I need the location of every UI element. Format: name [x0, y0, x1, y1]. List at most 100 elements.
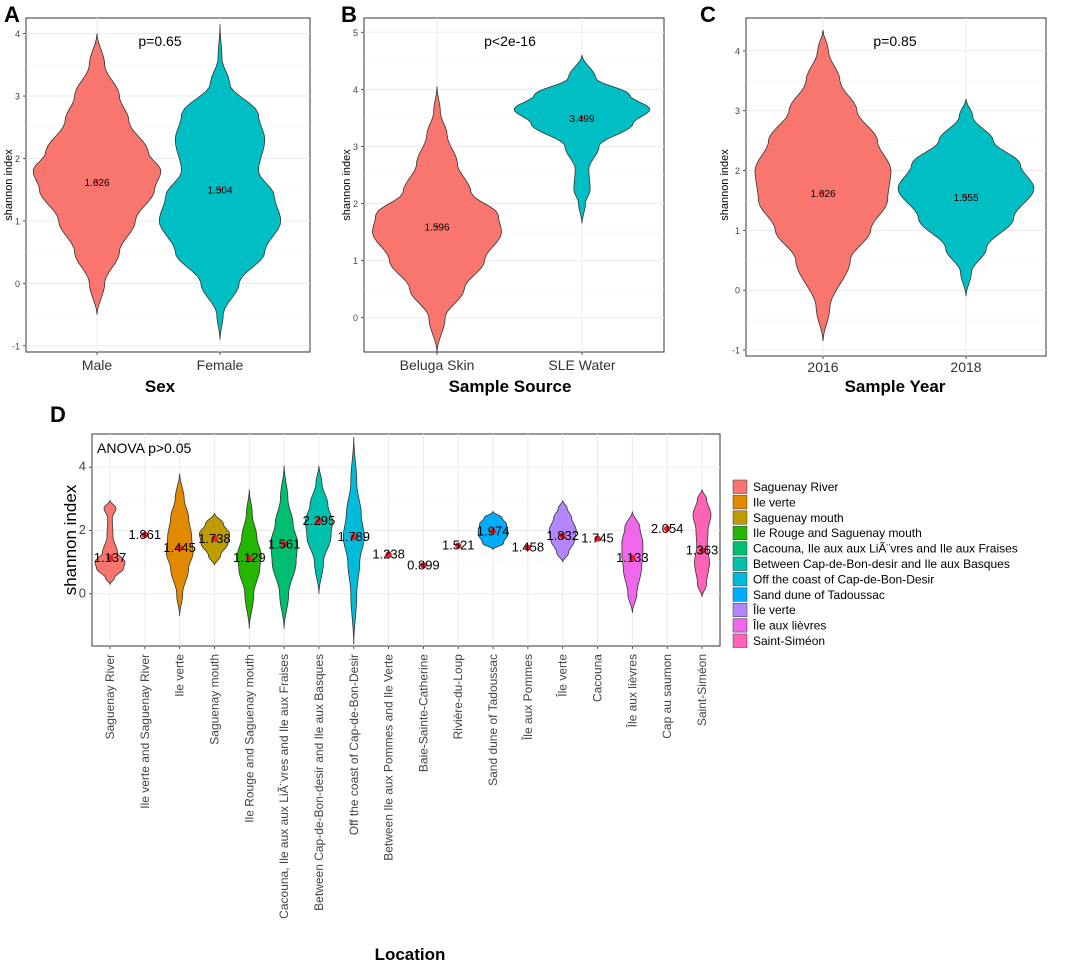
legend-key-ile-verte	[732, 495, 748, 510]
median-point-ile-verte-and-saguenay-river	[141, 531, 149, 539]
y-tick-label: 4	[79, 459, 86, 474]
legend-key-i-le-verte	[732, 602, 748, 617]
median-label-2016: 1.626	[810, 189, 835, 200]
y-tick-label: 2	[15, 154, 20, 164]
panel-c-plot-area	[745, 17, 1047, 357]
category-label-rivie-re-du-loup: Rivière-du-Loup	[451, 654, 465, 740]
legend-label-between-cap-de-bon-desir-and-ile-aux-basques: Between Cap-de-Bon-desir and Ile aux Bas…	[753, 557, 1010, 571]
y-tick-label: 1	[735, 226, 740, 236]
median-label-i-le-verte: 1.832	[546, 528, 579, 543]
median-point-saint-sime-on	[698, 547, 706, 554]
legend-label-off-the-coast-of-cap-de-bon-desir: Off the coast of Cap-de-Bon-Desir	[753, 572, 934, 586]
y-tick-label: 4	[735, 46, 740, 56]
median-point-i-le-aux-lie-vres	[629, 554, 636, 562]
legend-key-i-le-aux-lie-vres	[732, 618, 748, 633]
median-point-cacouna-ile-aux-aux-lia-vres-and-ile-aux-fraises	[280, 541, 288, 548]
category-label-ile-verte: Ile verte	[173, 654, 187, 697]
legend-label-ile-verte: Ile verte	[753, 495, 796, 509]
violin-i-le-verte	[548, 500, 577, 563]
median-label-saint-sime-on: 1.363	[686, 543, 719, 558]
y-tick-label: 0	[735, 286, 740, 296]
median-label-between-cap-de-bon-desir-and-ile-aux-basques: 2.295	[303, 513, 336, 528]
median-label-rivie-re-du-loup: 1.521	[442, 538, 475, 553]
category-label-saguenay-mouth: Saguenay mouth	[207, 654, 221, 745]
panel-b-y-axis-label: shannon index	[341, 149, 353, 221]
legend-label-sand-dune-of-tadoussac: Sand dune of Tadoussac	[753, 588, 885, 602]
median-label-i-le-aux-pommes: 1.458	[512, 540, 545, 555]
category-label-ile-rouge-and-saguenay-mouth: Ile Rouge and Saguenay mouth	[242, 654, 256, 823]
median-point-2016	[821, 191, 825, 195]
legend-label-i-le-aux-lie-vres: Île aux lièvres	[752, 618, 826, 633]
panel-b-category-sle-water: SLE Water	[548, 357, 616, 373]
panel-b-category-beluga-skin: Beluga Skin	[400, 357, 475, 373]
panel-a-plot-area	[25, 17, 311, 353]
panel-c-annotation: p=0.85	[873, 33, 916, 49]
median-point-off-the-coast-of-cap-de-bon-desir	[350, 533, 357, 541]
category-label-saint-sime-on: Saint-Siméon	[695, 654, 709, 726]
violin-sle-water	[513, 55, 651, 224]
median-point-male	[95, 180, 99, 184]
y-tick-label: -1	[12, 341, 20, 351]
median-point-between-cap-de-bon-desir-and-ile-aux-basques	[315, 517, 323, 525]
median-point-beluga-skin	[435, 225, 439, 229]
y-tick-label: 5	[353, 28, 358, 38]
median-point-ile-rouge-and-saguenay-mouth	[246, 554, 253, 562]
y-tick-label: 0	[79, 585, 86, 600]
panel-d-annotation: ANOVA p>0.05	[97, 440, 192, 456]
legend-label-saguenay-river: Saguenay River	[753, 480, 838, 494]
panel-d-x-axis-label: Location	[375, 945, 446, 964]
median-point-saguenay-mouth	[211, 535, 218, 542]
category-label-baie-sainte-catherine: Baie-Sainte-Catherine	[416, 654, 430, 772]
y-tick-label: 1	[15, 216, 20, 226]
median-label-off-the-coast-of-cap-de-bon-desir: 1.789	[337, 529, 370, 544]
median-point-i-le-aux-pommes	[524, 544, 532, 551]
median-point-baie-sainte-catherine	[420, 562, 427, 569]
category-label-saguenay-river: Saguenay River	[103, 654, 117, 739]
panel-label-c: C	[700, 2, 716, 27]
median-point-female	[218, 187, 222, 192]
legend-label-i-le-verte: Île verte	[752, 602, 796, 617]
y-tick-label: 2	[79, 522, 86, 537]
panel-label-b: B	[341, 2, 357, 27]
category-label-i-le-verte: Île verte	[555, 654, 570, 698]
panel-c-y-axis-label: shannon index	[719, 149, 731, 221]
median-label-female: 1.504	[207, 185, 232, 196]
median-label-beluga-skin: 1.596	[424, 223, 449, 234]
panel-a: -1 0 1 2 3 4 1.626 1.504 p=0.65 Male Female Se…	[3, 17, 311, 396]
median-label-saguenay-river: 1.137	[94, 550, 127, 565]
median-label-ile-rouge-and-saguenay-mouth: 1.129	[233, 550, 266, 565]
y-tick-label: 2	[735, 166, 740, 176]
panel-a-x-axis-label: Sex	[145, 377, 176, 396]
median-point-2018	[964, 195, 968, 199]
median-point-cap-au-saumon	[663, 525, 671, 532]
median-label-ile-verte-and-saguenay-river: 1.861	[129, 527, 162, 542]
violin-beluga-skin	[371, 86, 503, 353]
panel-label-a: A	[4, 2, 20, 27]
violin-i-le-aux-lie-vres	[621, 511, 644, 613]
legend-key-ile-rouge-and-saguenay-mouth	[732, 525, 748, 540]
panel-d-y-axis-label: shannon index	[61, 484, 80, 595]
panel-d-plot-area	[91, 433, 721, 647]
panel-b: 0 1 2 3 4 5 1.596 3.499 p<2e-16 Beluga Skin SL…	[341, 17, 665, 396]
legend-label-saint-sime-on: Saint-Siméon	[753, 634, 825, 648]
median-point-sle-water	[580, 116, 584, 120]
category-label-sand-dune-of-tadoussac: Sand dune of Tadoussac	[486, 654, 500, 786]
panel-c-x-axis-label: Sample Year	[845, 377, 946, 396]
y-tick-label: 0	[353, 313, 358, 323]
panel-a-y-axis-label: shannon index	[3, 149, 15, 221]
legend-key-sand-dune-of-tadoussac	[732, 587, 748, 602]
category-label-off-the-coast-of-cap-de-bon-desir: Off the coast of Cap-de-Bon-Desir	[347, 654, 361, 835]
category-label-i-le-aux-lie-vres: Île aux lièvres	[624, 654, 639, 728]
legend-key-saguenay-river	[732, 479, 748, 494]
legend-label-cacouna-ile-aux-aux-lia-vres-and-ile-aux-fraises: Cacouna, Ile aux aux LiÃ¨vres and Ile au…	[753, 542, 1018, 556]
y-tick-label: 3	[735, 106, 740, 116]
median-label-cacouna: 1.745	[581, 531, 614, 546]
y-tick-label: 2	[353, 199, 358, 209]
median-label-male: 1.626	[84, 178, 109, 189]
panel-b-annotation: p<2e-16	[484, 33, 536, 49]
panel-b-x-axis-label: Sample Source	[449, 377, 572, 396]
median-point-saguenay-river	[106, 554, 114, 562]
median-point-rivie-re-du-loup	[455, 542, 462, 549]
median-point-ile-verte	[176, 544, 183, 552]
